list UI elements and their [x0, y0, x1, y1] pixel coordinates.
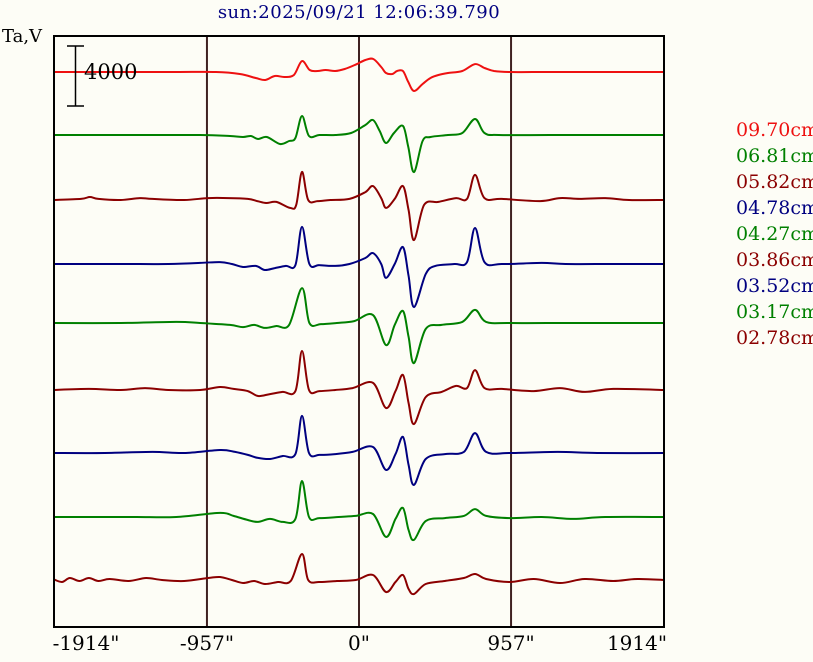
legend-item-03.17cm: 03.17cm [736, 301, 813, 323]
trace-03.86cm [53, 349, 665, 426]
x-tick-label: 0" [348, 631, 370, 655]
plot-area: 4000 [53, 35, 665, 628]
legend-item-03.86cm: 03.86cm [736, 249, 813, 271]
y-axis-label: Ta,V [2, 26, 43, 47]
legend-item-02.78cm: 02.78cm [736, 327, 813, 349]
trace-04.27cm [53, 287, 665, 365]
trace-02.78cm [53, 552, 665, 596]
legend-item-03.52cm: 03.52cm [736, 275, 813, 297]
x-tick-label: -957" [179, 631, 235, 655]
plot-border [53, 35, 665, 628]
trace-06.81cm [53, 114, 665, 174]
trace-05.82cm [53, 170, 665, 242]
legend-item-09.70cm: 09.70cm [736, 119, 813, 141]
scan-title: sun:2025/09/21 12:06:39.790 [217, 2, 501, 23]
trace-09.70cm [53, 57, 665, 92]
scan-plot-svg: 4000 [53, 35, 665, 628]
x-tick-label: -1914" [52, 631, 120, 655]
x-tick-label: 1914" [606, 631, 668, 655]
legend-item-05.82cm: 05.82cm [736, 171, 813, 193]
trace-03.17cm [53, 479, 665, 542]
legend-item-06.81cm: 06.81cm [736, 145, 813, 167]
trace-03.52cm [53, 414, 665, 486]
legend-item-04.78cm: 04.78cm [736, 197, 813, 219]
legend-item-04.27cm: 04.27cm [736, 223, 813, 245]
trace-04.78cm [53, 225, 665, 309]
x-tick-label: 957" [487, 631, 535, 655]
wavelength-legend: 09.70cm 06.81cm 05.82cm 04.78cm 04.27cm 03.86… [736, 117, 813, 351]
scale-bar-value: 4000 [84, 60, 137, 84]
